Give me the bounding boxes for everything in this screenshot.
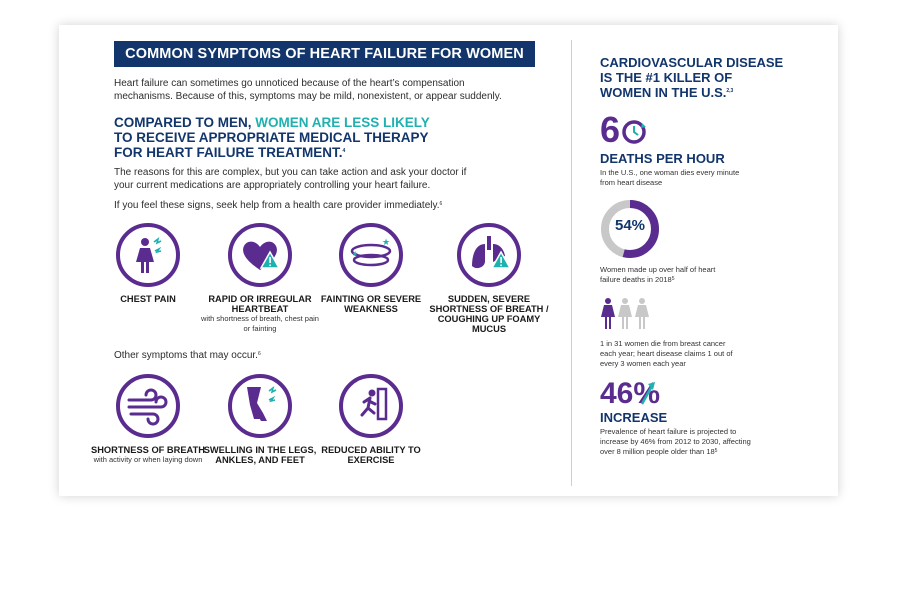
stat4-text: Prevalence of heart failure is projected… [600, 427, 751, 456]
arrow-up-icon [640, 382, 655, 405]
heading-line1: CARDIOVASCULAR DISEASE [600, 55, 784, 70]
page-title: COMMON SYMPTOMS OF HEART FAILURE FOR WOM… [114, 41, 535, 67]
stat4-title: INCREASE [600, 410, 668, 425]
symptom-label: REDUCED ABILITY TO EXERCISE [321, 445, 421, 465]
stat-54-percent: 54% Women made up over half of heart fai… [600, 199, 770, 285]
symptom-sub: with shortness of breath, chest pain or … [201, 314, 319, 333]
donut-54-icon [601, 200, 659, 258]
heading-line2: IS THE #1 KILLER OF [600, 70, 733, 85]
stat2-value: 54% [614, 217, 646, 234]
stat-one-in-three: 1 in 31 women die from breast cancer eac… [600, 297, 770, 369]
symptom-label: RAPID OR IRREGULAR HEARTBEAT [208, 294, 312, 314]
callout-sup: 4 [342, 148, 346, 154]
clock-icon [622, 120, 646, 144]
symptom-label: SUDDEN, SEVERE SHORTNESS OF BREATH / COU… [429, 294, 549, 334]
right-heading: CARDIOVASCULAR DISEASE IS THE #1 KILLER … [600, 55, 800, 100]
callout-part1: COMPARED TO MEN, [114, 115, 256, 130]
stat1-digit: 6 [600, 109, 621, 150]
column-divider [571, 40, 572, 486]
stat-deaths-per-hour: 6 DEATHS PER HOUR In the U.S., one woman… [600, 109, 770, 188]
signs-text: If you feel these signs, seek help from … [114, 200, 440, 211]
heart-warning-icon [228, 223, 292, 287]
stat-46-increase: 46% INCREASE Prevalence of heart failure… [600, 378, 780, 457]
three-women-icon [601, 298, 649, 329]
symptom-label: SHORTNESS OF BREATH [91, 445, 205, 455]
woman-chest-pain-icon [116, 223, 180, 287]
symptom-sub: with activity or when laying down [93, 455, 203, 464]
stat4-value: 46% [600, 377, 661, 410]
dizzy-head-icon: ★ ★ [339, 223, 403, 287]
svg-text:★: ★ [382, 238, 390, 248]
svg-text:★: ★ [352, 250, 358, 258]
callout-part3: TO RECEIVE APPROPRIATE MEDICAL THERAPY F… [114, 130, 429, 160]
symptom-swelling: SWELLING IN THE LEGS, ANKLES, AND FEET [200, 373, 320, 465]
running-person-icon [339, 374, 403, 438]
intro-paragraph: Heart failure can sometimes go unnoticed… [114, 78, 502, 102]
heading-sup: 2,3 [726, 88, 734, 94]
swollen-legs-icon [228, 374, 292, 438]
symptom-chest-pain: CHEST PAIN [88, 222, 208, 304]
lungs-warning-icon [457, 223, 521, 287]
signs-sup: 6 [439, 201, 443, 207]
symptom-sudden-breath: SUDDEN, SEVERE SHORTNESS OF BREATH / COU… [429, 222, 549, 334]
symptom-label: FAINTING OR SEVERE WEAKNESS [320, 294, 422, 314]
other-symptoms-paragraph: Other symptoms that may occur.6 [114, 349, 414, 362]
stat1-text: In the U.S., one woman dies every minute… [600, 168, 740, 187]
reasons-paragraph: The reasons for this are complex, but yo… [114, 167, 467, 191]
wind-icon [116, 374, 180, 438]
heading-line3: WOMEN IN THE U.S.2,3 [600, 85, 734, 100]
stat1-title: DEATHS PER HOUR [600, 151, 725, 166]
symptom-rapid-heartbeat: RAPID OR IRREGULAR HEARTBEAT with shortn… [200, 222, 320, 333]
symptom-reduced-exercise: REDUCED ABILITY TO EXERCISE [311, 373, 431, 465]
callout-heading: COMPARED TO MEN, WOMEN ARE LESS LIKELY T… [114, 115, 444, 160]
stat2-text: Women made up over half of heart failure… [600, 265, 716, 284]
symptom-label: CHEST PAIN [120, 294, 176, 304]
other-sup: 6 [257, 351, 261, 357]
signs-paragraph: If you feel these signs, seek help from … [114, 199, 514, 212]
symptom-shortness-of-breath: SHORTNESS OF BREATH with activity or whe… [88, 373, 208, 465]
symptom-fainting: ★ ★ FAINTING OR SEVERE WEAKNESS [311, 222, 431, 314]
symptom-label: SWELLING IN THE LEGS, ANKLES, AND FEET [203, 445, 317, 465]
infographic-card [59, 25, 838, 496]
other-text: Other symptoms that may occur. [114, 350, 258, 361]
callout-highlight: WOMEN ARE LESS LIKELY [255, 115, 430, 130]
stat3-text: 1 in 31 women die from breast cancer eac… [600, 339, 733, 368]
